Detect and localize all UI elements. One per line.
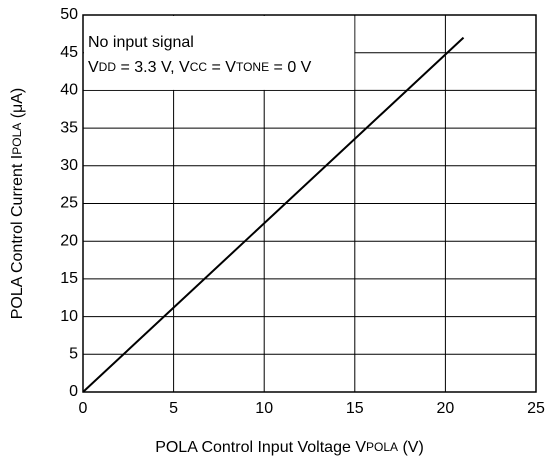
y-tick-label: 45	[60, 44, 78, 61]
x-axis-label: POLA Control Input Voltage VPOLA (V)	[155, 439, 424, 456]
data-line	[82, 36, 465, 393]
y-axis-label: POLA Control Current IPOLA (μA)	[9, 88, 26, 320]
x-tick-label: 5	[169, 400, 178, 417]
plot-frame	[82, 14, 537, 393]
y-tick-label: 40	[60, 82, 78, 99]
label-part: = 0 V	[269, 59, 312, 76]
subscript: DD	[99, 60, 117, 74]
y-tick-label: 5	[69, 346, 78, 363]
y-tick-label: 30	[60, 157, 78, 174]
y-tick-label: 15	[60, 270, 78, 287]
x-tick-label: 0	[79, 400, 88, 417]
y-tick-label: 25	[60, 195, 78, 212]
subscript: POLA	[366, 440, 398, 454]
subscript: TONE	[236, 60, 269, 74]
label-part: (μA)	[9, 88, 26, 123]
x-tick-label: 10	[255, 400, 273, 417]
x-tick-label: 20	[437, 400, 455, 417]
annotation: VDD = 3.3 V, VCC = VTONE = 0 V	[88, 59, 312, 76]
label-part: V	[88, 59, 99, 76]
x-tick-label: 25	[527, 400, 545, 417]
annotation: No input signal	[88, 34, 194, 51]
x-tick-label: 15	[346, 400, 364, 417]
label-part: (V)	[398, 439, 424, 456]
subscript: POLA	[10, 123, 24, 155]
label-part: = 3.3 V, V	[116, 59, 190, 76]
y-tick-label: 10	[60, 308, 78, 325]
y-tick-label: 35	[60, 119, 78, 136]
subscript: CC	[190, 60, 208, 74]
y-tick-label: 0	[69, 383, 78, 400]
y-tick-label: 20	[60, 232, 78, 249]
label-part: POLA Control Input Voltage V	[155, 439, 366, 456]
label-part: POLA Control Current I	[9, 155, 26, 320]
annotation-box	[84, 16, 355, 90]
label-part: = V	[207, 59, 236, 76]
y-tick-label: 50	[60, 6, 78, 23]
